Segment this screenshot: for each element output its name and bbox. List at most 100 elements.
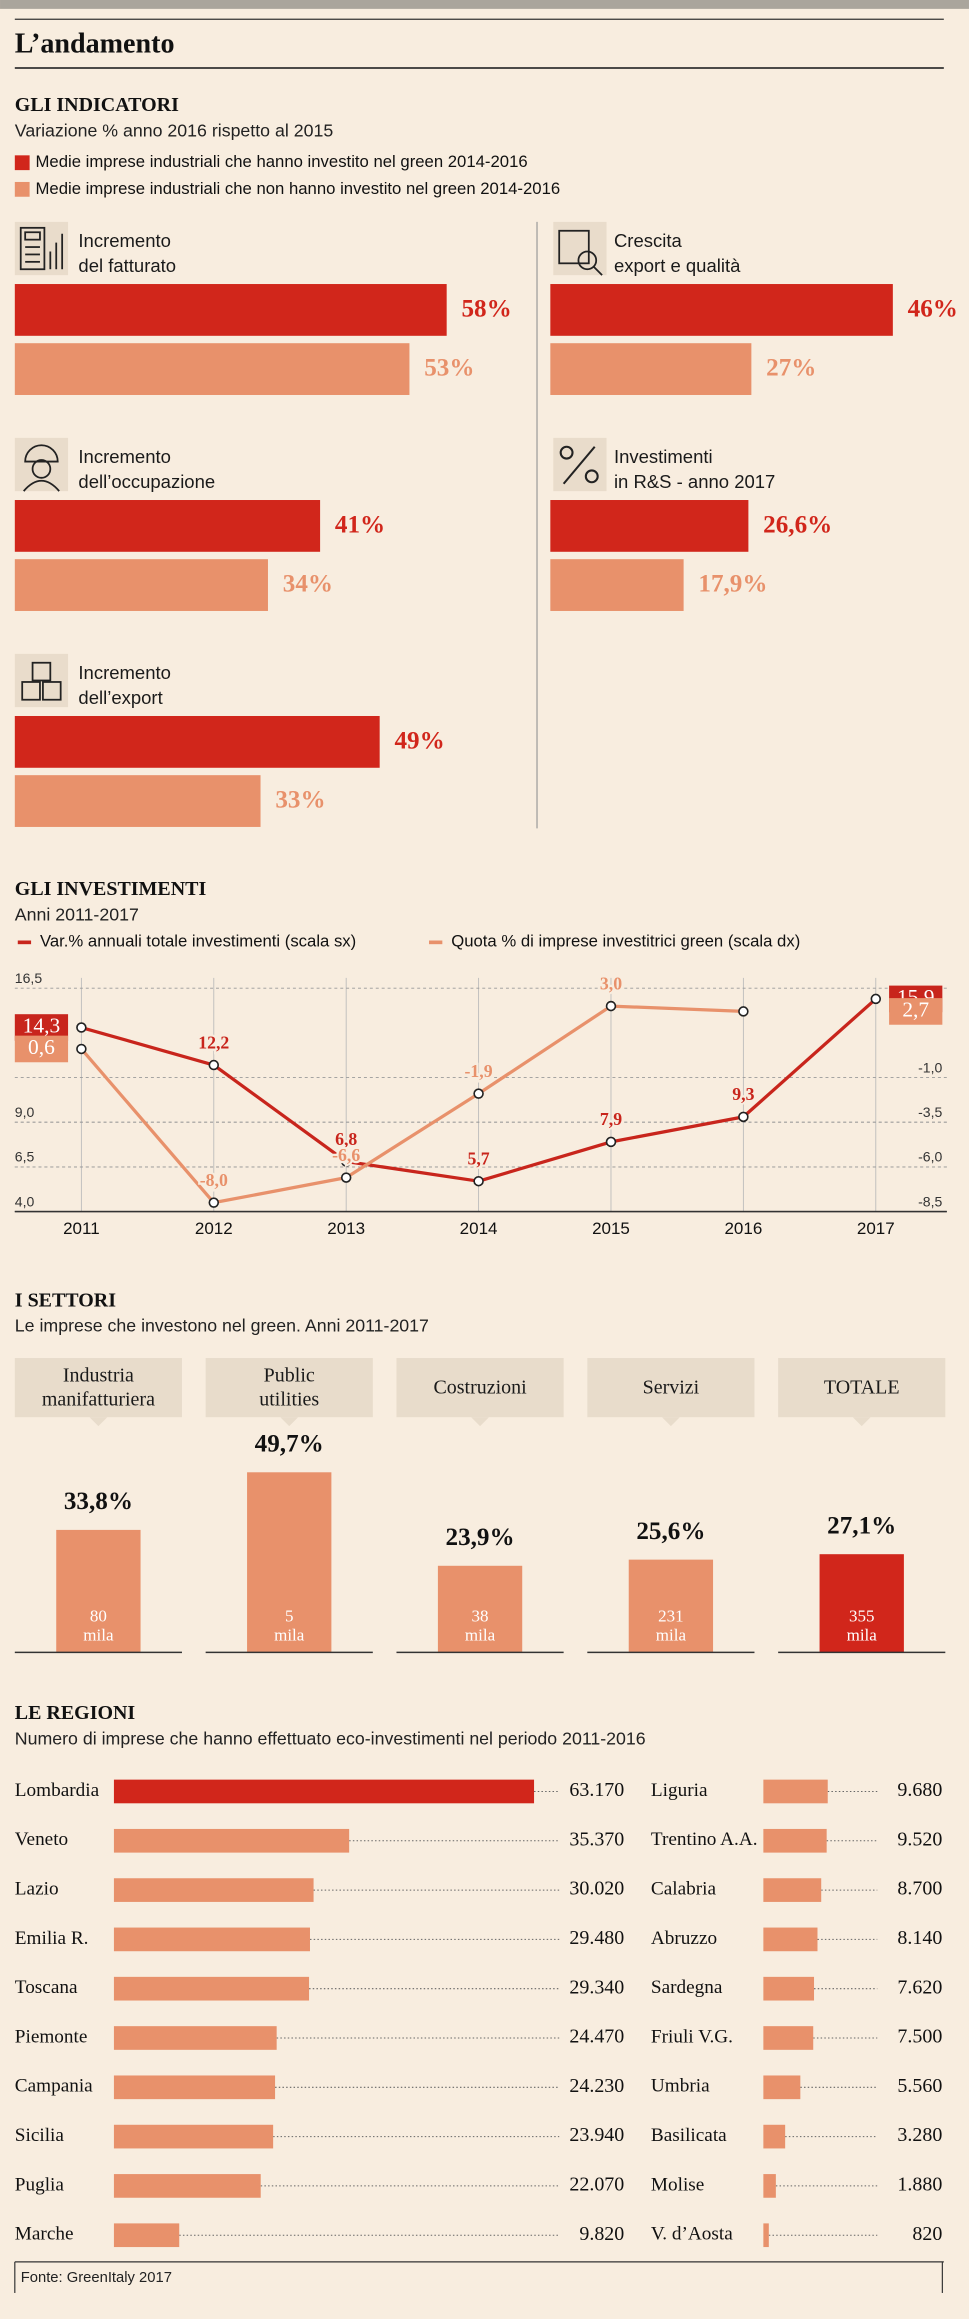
bar (550, 500, 749, 552)
value-label: 7.500 (897, 2026, 942, 2048)
value-label: 820 (912, 2223, 942, 2245)
region-name: V. d’Aosta (651, 2224, 733, 2245)
value-label: 49% (394, 727, 444, 754)
header-pointer (662, 1417, 680, 1427)
icon-fatturato (14, 221, 69, 276)
point (208, 1197, 220, 1208)
value-label: 12,2 (198, 1032, 229, 1052)
value-label: 5,7 (467, 1149, 489, 1169)
icon-occupazione (14, 437, 69, 492)
bar (763, 1828, 827, 1853)
region-name: Campania (15, 2076, 93, 2097)
region-name: Piemonte (15, 2026, 88, 2047)
section-subtitle: Le imprese che investono nel green. Anni… (15, 1316, 429, 1336)
company-count: 355 mila (846, 1608, 877, 1646)
panel-title: Investimenti in R&S - anno 2017 (613, 446, 776, 493)
value-label: 6,8 (335, 1129, 357, 1149)
bar (113, 1779, 535, 1804)
x-tick-label: 2012 (195, 1219, 233, 1238)
region-name: Veneto (15, 1829, 68, 1850)
sector-name-box: TOTALE (824, 1376, 900, 1398)
x-tick-label: 2015 (592, 1219, 630, 1238)
value-label: 3.280 (897, 2124, 942, 2146)
value-label: 33% (275, 787, 325, 814)
value-label: 26,6% (763, 511, 832, 538)
company-count: 38 mila (464, 1608, 496, 1646)
bar (763, 2223, 769, 2248)
legend-label: Var.% annuali totale investimenti (scala… (40, 932, 356, 951)
header-pointer (852, 1417, 871, 1427)
point (605, 1000, 617, 1012)
header-box (587, 1358, 755, 1418)
point (605, 1136, 617, 1148)
sector-name: Industria manifatturiera (41, 1363, 155, 1410)
bar (14, 500, 321, 552)
point (870, 993, 882, 1005)
bar (113, 1878, 314, 1902)
section-title: GLI INVESTIMENTI (15, 878, 207, 900)
value-label: 29.480 (569, 1927, 624, 1949)
value-label: 9.680 (897, 1779, 942, 1801)
region-name: Umbria (651, 2076, 710, 2097)
top-band (0, 0, 969, 9)
panel-title: Incremento del fatturato (78, 230, 177, 277)
value-label: 27% (766, 355, 816, 382)
x-tick-label: 2017 (857, 1219, 895, 1238)
legend-label: Medie imprese industriali che hanno inve… (36, 152, 528, 171)
value-label: 9.820 (579, 2223, 624, 2245)
bar (56, 1529, 141, 1653)
section-subtitle: Variazione % anno 2016 rispetto al 2015 (15, 120, 334, 140)
bar (763, 1779, 828, 1804)
section-title: LE REGIONI (15, 1702, 136, 1724)
bar (763, 2124, 786, 2149)
bar (437, 1565, 523, 1653)
company-count-box: 80 mila (83, 1608, 114, 1646)
panel-title-box: Incremento dell’occupazione (78, 446, 216, 493)
value-label: 17,9% (698, 571, 767, 598)
region-name: Calabria (651, 1878, 717, 1899)
legend-swatch (14, 181, 30, 197)
bar (113, 2075, 276, 2100)
y-tick-label: 16,5 (15, 970, 43, 986)
bar (819, 1554, 904, 1653)
panel-title: Incremento dell’occupazione (78, 446, 216, 493)
icon-percent (553, 437, 607, 492)
bar (113, 1828, 350, 1853)
value-label: 7,9 (600, 1109, 622, 1129)
header-box (778, 1358, 946, 1418)
header-box (396, 1358, 564, 1418)
bar (14, 775, 261, 827)
y2-tick-label: -1,0 (918, 1059, 942, 1075)
sector-name: Servizi (642, 1375, 700, 1398)
region-name: Marche (15, 2224, 74, 2245)
value-label: 49,7% (255, 1430, 324, 1457)
region-name: Lazio (15, 1878, 59, 1899)
bar (113, 1927, 310, 1952)
bar (113, 2174, 261, 2198)
bar (14, 343, 410, 395)
value-label: 8.140 (897, 1927, 942, 1949)
value-label: 29.340 (569, 1976, 624, 1998)
section-title: I SETTORI (15, 1289, 116, 1311)
sector-name-box: Servizi (642, 1375, 700, 1398)
panel-title-box: Investimenti in R&S - anno 2017 (613, 446, 776, 493)
header-pointer (280, 1417, 299, 1427)
value-label: 46% (908, 295, 958, 322)
point (473, 1088, 484, 1099)
point (340, 1172, 352, 1183)
bar (763, 2174, 776, 2198)
value-label: 7.620 (897, 1976, 942, 1998)
region-name: Emilia R. (15, 1928, 89, 1949)
section-title: GLI INDICATORI (15, 94, 179, 116)
bar (247, 1472, 332, 1653)
value-label: 5.560 (897, 2075, 942, 2097)
value-label: -1,9 (465, 1061, 493, 1081)
value-label: 22.070 (569, 2173, 624, 2195)
company-count: 80 mila (83, 1608, 114, 1646)
header-box (205, 1358, 373, 1418)
bar (550, 559, 684, 611)
bar (113, 2026, 277, 2050)
icon-qualita (553, 221, 607, 276)
